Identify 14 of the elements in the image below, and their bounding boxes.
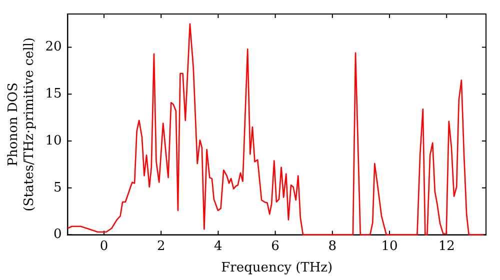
y-tick-label: 5 bbox=[53, 180, 62, 196]
x-tick-label: 6 bbox=[271, 238, 280, 254]
x-tick-label: 2 bbox=[156, 238, 166, 254]
x-tick-label: 10 bbox=[381, 238, 398, 254]
y-tick-label: 0 bbox=[53, 227, 62, 242]
y-tick-label: 10 bbox=[45, 133, 62, 148]
y-tick-label: 20 bbox=[45, 40, 62, 55]
x-axis-title: Frequency (THz) bbox=[221, 260, 333, 276]
y-axis-title: Phonon DOS (States/THz·primitive cell) bbox=[6, 37, 37, 212]
x-tick-label: 8 bbox=[328, 238, 337, 254]
y-tick-label: 15 bbox=[45, 86, 62, 102]
x-tick-label: 4 bbox=[214, 238, 222, 254]
x-tick-label: 0 bbox=[100, 238, 108, 254]
x-tick-label: 12 bbox=[438, 238, 455, 254]
